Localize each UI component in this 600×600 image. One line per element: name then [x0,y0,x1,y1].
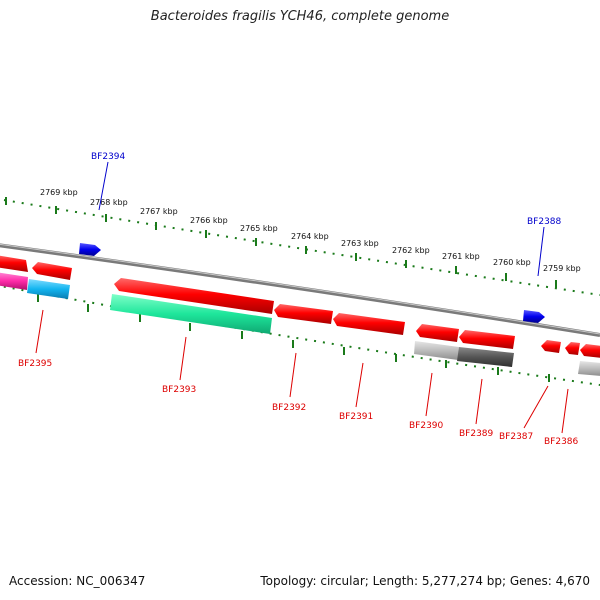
inner-scale-dots [0,284,600,386]
gene-leader-line [561,388,569,434]
scale-label: 2769 kbp [40,188,78,197]
feature-block[interactable] [578,361,600,376]
scale-label: 2764 kbp [291,232,329,241]
gene-label[interactable]: BF2387 [499,432,533,442]
scale-label: 2762 kbp [392,246,430,255]
gene-label[interactable]: BF2391 [339,412,373,422]
scale-label: 2759 kbp [543,264,581,273]
gene-leader-line [425,372,433,417]
gene-label[interactable]: BF2394 [91,152,126,162]
scale-label: 2760 kbp [493,258,531,267]
scale-label: 2768 kbp [90,198,128,207]
gene-leader-line [537,226,545,277]
gene-leader-line [35,309,44,354]
gene-arrow-reverse[interactable] [32,262,72,280]
feature-block[interactable] [457,347,514,367]
genome-backbone [0,243,600,337]
scale-label: 2767 kbp [140,207,178,216]
gene-label[interactable]: BF2390 [409,421,444,431]
gene-arrow-forward[interactable] [523,310,545,323]
outer-scale-major-ticks [5,197,557,288]
gene-arrow-reverse[interactable] [459,330,515,349]
gene-arrow-reverse[interactable] [565,342,580,355]
scale-label: 2761 kbp [442,252,480,261]
scale-label: 2766 kbp [190,216,228,225]
genome-title: Bacteroides fragilis YCH46, complete gen… [150,9,450,24]
gene-arrow-reverse[interactable] [416,324,459,342]
scale-label: 2765 kbp [240,224,278,233]
genome-summary-text: Topology: circular; Length: 5,277,274 bp… [260,574,590,588]
gene-arrow-reverse[interactable] [0,255,28,272]
genome-backbone-highlight [0,243,600,335]
feature-block[interactable] [0,272,28,290]
gene-label[interactable]: BF2393 [162,385,196,395]
feature-block[interactable] [27,279,70,299]
gene-label[interactable]: BF2389 [459,429,494,439]
gene-arrow-reverse[interactable] [541,340,561,353]
accession-text: Accession: NC_006347 [9,574,146,588]
gene-leader-line [523,385,549,429]
feature-block[interactable] [110,294,272,334]
outer-scale-dots [3,199,600,296]
gene-arrow-reverse[interactable] [114,278,274,314]
inner-scale-major-ticks [37,294,550,382]
gene-label[interactable]: BF2388 [527,217,562,227]
gene-leader-line [355,362,364,408]
gene-arrow-reverse[interactable] [333,313,405,335]
gene-leader-line [289,352,297,398]
gene-arrow-reverse[interactable] [580,344,600,358]
gene-arrow-reverse[interactable] [274,304,333,324]
gene-label[interactable]: BF2386 [544,437,579,447]
gene-leader-line [475,378,483,425]
gene-arrow-forward[interactable] [79,243,101,256]
gene-leader-line [179,336,187,381]
feature-block[interactable] [414,341,459,360]
gene-label[interactable]: BF2395 [18,359,52,369]
scale-label: 2763 kbp [341,239,379,248]
gene-label[interactable]: BF2392 [272,403,306,413]
gene-leader-line [98,161,109,211]
